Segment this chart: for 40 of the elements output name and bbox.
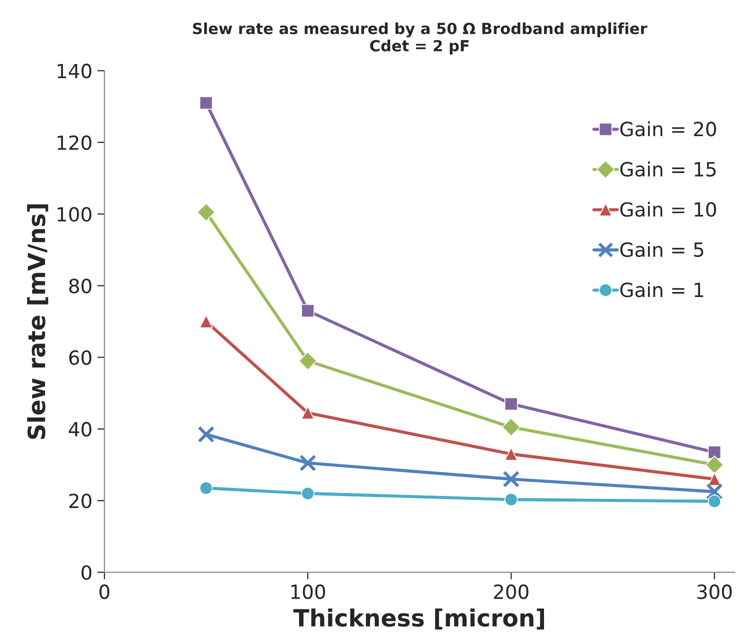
point <box>301 304 314 318</box>
point <box>504 397 518 411</box>
point <box>502 418 520 436</box>
point <box>504 492 518 506</box>
point <box>708 446 722 459</box>
point <box>708 472 722 486</box>
point <box>502 470 520 488</box>
x-tick-label: 300 <box>697 584 732 600</box>
legend-label: Gain = 15 <box>620 162 716 177</box>
y-tick-label: 120 <box>58 135 92 150</box>
point <box>199 314 213 328</box>
point <box>198 426 215 443</box>
point <box>706 483 723 500</box>
point <box>199 96 213 110</box>
point <box>299 454 316 472</box>
point <box>705 456 724 474</box>
y-axis-title: Slew rate [mV/ns] <box>27 204 48 439</box>
x-tick-label: 0 <box>100 584 110 600</box>
legend-label: Gain = 5 <box>620 242 704 258</box>
y-tick-label: 80 <box>69 278 92 294</box>
x-axis-title: Thickness [micron] <box>293 608 544 630</box>
x-tick-label: 200 <box>494 584 528 600</box>
legend-label: Gain = 1 <box>620 282 704 298</box>
y-tick-label: 60 <box>69 350 92 365</box>
y-tick-label: 100 <box>58 206 92 222</box>
x-tick-label: 100 <box>291 584 326 600</box>
y-tick-label: 40 <box>68 422 92 437</box>
legend-label: Gain = 20 <box>620 121 716 136</box>
chart-title: Slew rate as measured by a 50 Ω Brodband amplifier Cdet = 2 pF <box>193 22 648 54</box>
point <box>196 202 216 222</box>
y-tick-label: 0 <box>82 565 92 580</box>
point <box>199 481 213 495</box>
legend-label: Gain = 10 <box>620 202 716 217</box>
point <box>301 406 314 420</box>
y-tick-label: 20 <box>69 494 92 508</box>
point <box>504 447 518 461</box>
point <box>301 486 314 500</box>
y-tick-label: 140 <box>58 64 92 78</box>
point <box>708 494 722 508</box>
point <box>298 352 318 370</box>
